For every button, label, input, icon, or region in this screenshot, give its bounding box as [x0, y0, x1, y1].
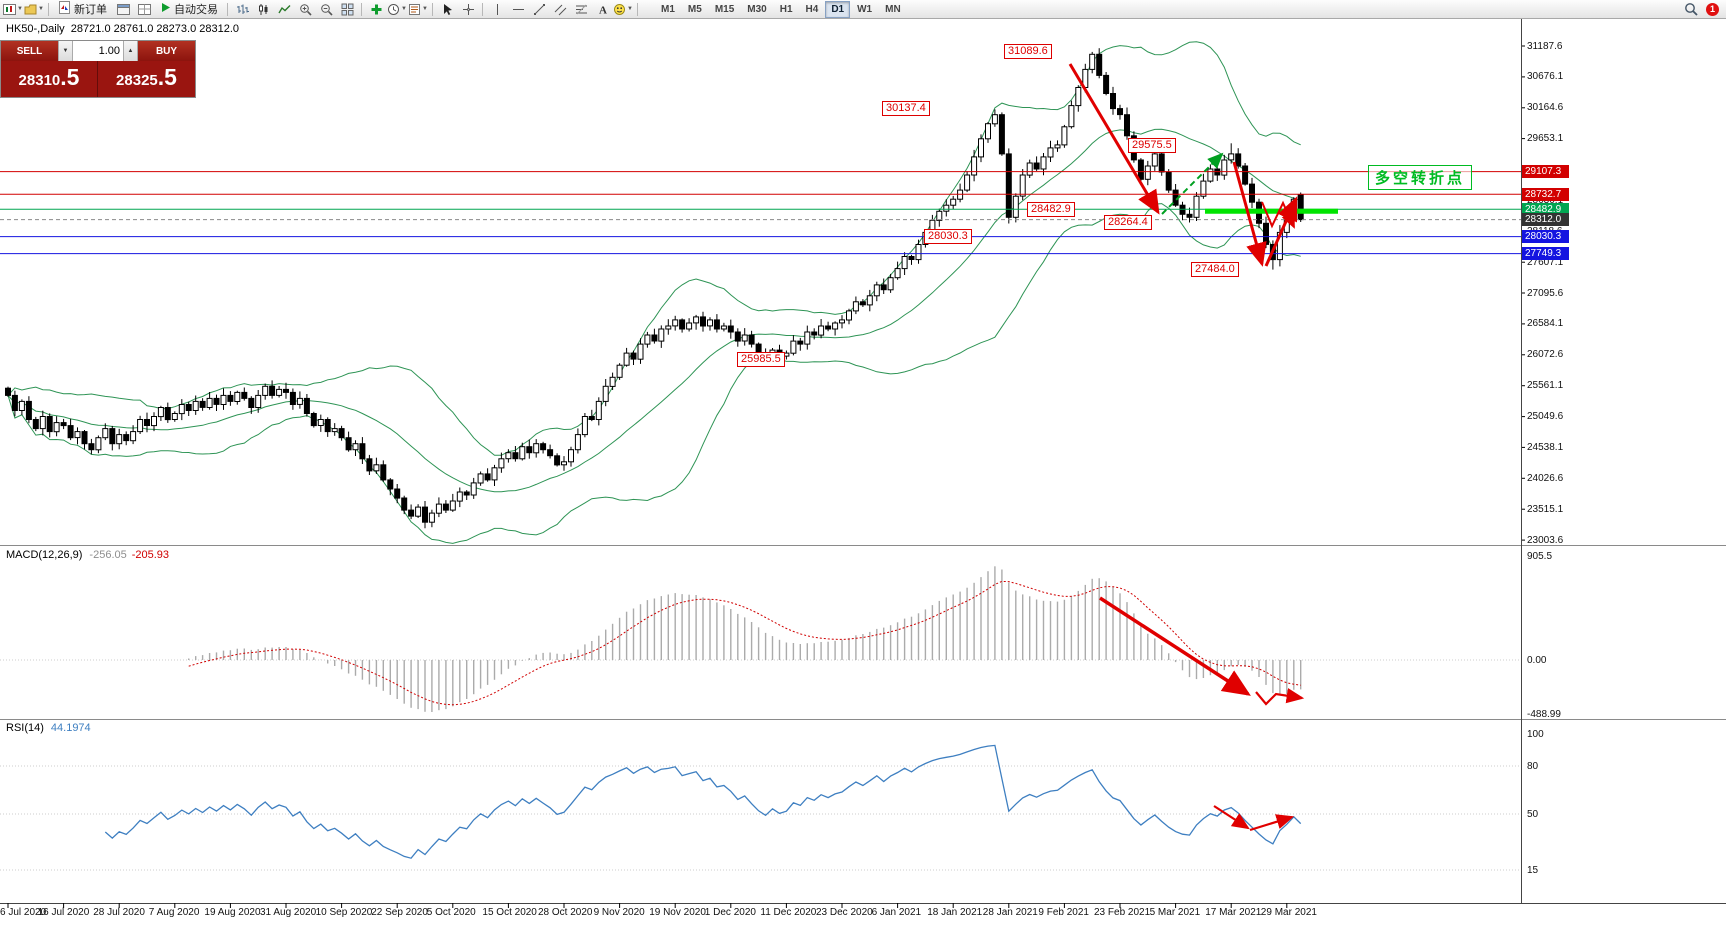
volume-decrease-button[interactable]: ▼ — [58, 41, 73, 61]
tile-windows-button[interactable] — [337, 1, 357, 18]
timeframe-m30[interactable]: M30 — [747, 3, 767, 15]
trendline-button[interactable] — [529, 1, 549, 18]
bollinger-bands — [7, 41, 1301, 544]
panel-frame — [0, 19, 1726, 904]
rsi-indicator-title: RSI(14) 44.1974 — [6, 722, 91, 734]
candles — [5, 48, 1304, 529]
volume-input[interactable] — [73, 44, 123, 58]
crosshair-button[interactable] — [458, 1, 478, 18]
toolbar-separator — [361, 2, 362, 16]
buy-price[interactable]: 28325.5 — [116, 64, 177, 90]
sell-price[interactable]: 28310.5 — [1, 61, 98, 97]
new-chart-button[interactable]: ▼ — [3, 1, 23, 18]
auto-trading-button[interactable]: 自动交易 — [155, 1, 223, 18]
timeframe-m15[interactable]: M15 — [714, 3, 735, 15]
notification-badge[interactable]: 1 — [1706, 2, 1719, 16]
timeframe-d1[interactable]: D1 — [825, 0, 851, 18]
time-axis — [7, 903, 1288, 908]
chevron-down-icon: ▼ — [38, 6, 44, 12]
horizontal-line-button[interactable] — [508, 1, 528, 18]
chevron-down-icon: ▼ — [17, 6, 23, 12]
new-order-button[interactable]: 新订单 — [53, 1, 112, 18]
timeframe-w1[interactable]: W1 — [857, 3, 873, 15]
chevron-down-icon: ▼ — [627, 6, 633, 12]
new-order-icon — [58, 1, 71, 17]
macd-main-value: -256.05 — [89, 549, 127, 561]
timeframe-m5[interactable]: M5 — [687, 3, 702, 15]
rsi-value: 44.1974 — [50, 722, 91, 734]
one-click-trading-panel: SELL ▼ ▲ BUY 28310.5 28325.5 — [0, 40, 196, 98]
arrows-tool-button[interactable]: ▼ — [613, 1, 633, 18]
chevron-down-icon: ▼ — [401, 6, 407, 12]
sell-button[interactable]: SELL — [1, 41, 58, 61]
rsi-panel — [0, 744, 1521, 871]
new-order-label: 新订单 — [74, 4, 107, 16]
volume-increase-button[interactable]: ▲ — [123, 41, 138, 61]
channel-button[interactable] — [550, 1, 570, 18]
timeframe-h1[interactable]: H1 — [779, 3, 793, 15]
timeframe-m1[interactable]: M1 — [661, 3, 675, 15]
cursor-button[interactable] — [437, 1, 457, 18]
macd-panel — [0, 566, 1521, 712]
templates-button[interactable]: ▼ — [408, 1, 428, 18]
symbol-ohlc-info: HK50-,Daily 28721.0 28761.0 28273.0 2831… — [6, 23, 240, 35]
text-tool-button[interactable]: A — [592, 1, 612, 18]
search-button[interactable] — [1681, 1, 1701, 18]
timeframe-mn[interactable]: MN — [885, 3, 901, 15]
buy-button[interactable]: BUY — [138, 41, 195, 61]
candlestick-chart-button[interactable] — [253, 1, 273, 18]
svg-text:A: A — [599, 4, 607, 16]
zoom-out-button[interactable] — [316, 1, 336, 18]
indicators-button[interactable] — [366, 1, 386, 18]
timeframe-h4[interactable]: H4 — [805, 3, 819, 15]
bar-chart-button[interactable] — [232, 1, 252, 18]
data-window-button[interactable] — [134, 1, 154, 18]
macd-label: MACD(12,26,9) — [6, 549, 83, 561]
macd-signal-value: -205.93 — [131, 549, 170, 561]
vertical-line-button[interactable] — [487, 1, 507, 18]
rsi-label: RSI(14) — [6, 722, 44, 734]
zoom-in-button[interactable] — [295, 1, 315, 18]
chevron-down-icon: ▼ — [422, 6, 428, 12]
profiles-button[interactable]: ▼ — [24, 1, 44, 18]
toolbar-separator — [482, 2, 483, 16]
play-icon — [160, 2, 171, 16]
toolbar-separator — [637, 2, 638, 16]
line-chart-button[interactable] — [274, 1, 294, 18]
auto-trading-label: 自动交易 — [174, 4, 218, 16]
toolbar: ▼ ▼ 新订单 自动交易 ▼ ▼ A ▼ M1 M5 M15 M30 H1 H4… — [0, 0, 1726, 19]
fibonacci-button[interactable] — [571, 1, 591, 18]
periods-button[interactable]: ▼ — [387, 1, 407, 18]
toolbar-separator — [432, 2, 433, 16]
toolbar-separator — [48, 2, 49, 16]
macd-indicator-title: MACD(12,26,9) -256.05 -205.93 — [6, 549, 169, 561]
market-watch-button[interactable] — [113, 1, 133, 18]
toolbar-separator — [227, 2, 228, 16]
